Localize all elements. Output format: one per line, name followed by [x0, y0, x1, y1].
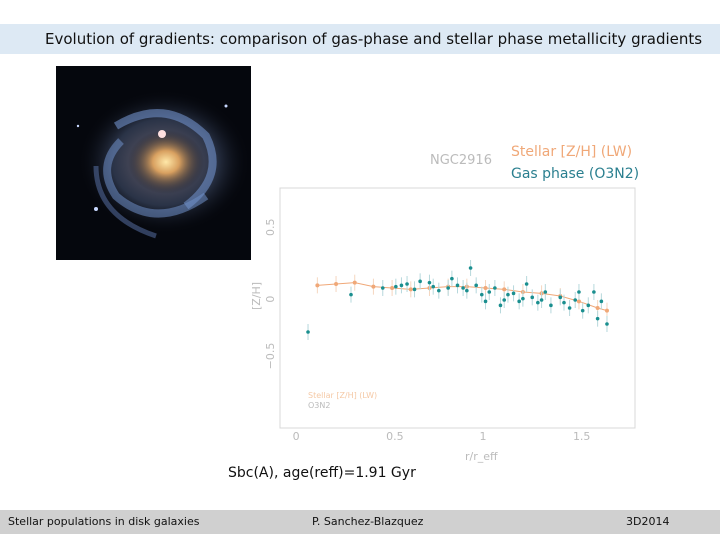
stellar-point	[502, 287, 507, 292]
gas-point	[306, 330, 310, 334]
gas-point	[487, 290, 492, 294]
x-axis-label: r/r_eff	[465, 450, 498, 463]
x-tick-label: 1	[480, 430, 487, 443]
stellar-point	[315, 283, 320, 288]
gas-point	[521, 296, 525, 301]
gas-point	[558, 295, 563, 300]
gas-point	[380, 286, 385, 290]
gas-point	[474, 283, 478, 288]
legend-stellar: Stellar [Z/H] (LW)	[511, 144, 633, 160]
gas-point	[549, 303, 553, 308]
gas-point	[446, 286, 450, 290]
stellar-point	[595, 306, 600, 310]
stellar-point	[576, 299, 581, 304]
inner-legend-stellar: Stellar [Z/H] (LW)	[308, 391, 377, 400]
gas-point	[394, 284, 398, 289]
galaxy-image	[56, 66, 251, 260]
stellar-point	[352, 280, 357, 285]
footer-bar	[0, 510, 720, 534]
y-axis-label: [Z/H]	[250, 282, 263, 310]
stellar-point	[483, 286, 488, 290]
gas-point	[450, 276, 454, 281]
gas-point	[580, 308, 585, 313]
gas-point	[595, 316, 600, 321]
footer-center: P. Sanchez-Blazquez	[312, 515, 424, 528]
gas-point	[577, 290, 581, 294]
stellar-point	[408, 287, 413, 292]
gas-point	[468, 266, 473, 270]
gas-point	[437, 288, 441, 293]
metallicity-gradient-plot: NGC2916 r/r_eff [Z/H] Stellar [Z/H] (LW)…	[240, 140, 640, 480]
title-bar	[0, 24, 720, 54]
gas-point	[455, 283, 460, 288]
gas-point	[567, 306, 572, 310]
stellar-point	[604, 308, 609, 313]
y-tick-label: 0.5	[264, 219, 277, 237]
gas-point	[418, 279, 422, 284]
gas-point	[405, 282, 409, 286]
gas-point	[586, 303, 591, 308]
gas-point	[536, 300, 540, 305]
stellar-point	[371, 284, 376, 289]
x-tick-label: 1.5	[573, 430, 591, 443]
gas-point	[573, 298, 578, 302]
gas-point	[498, 303, 503, 308]
gas-point	[599, 299, 604, 304]
gas-point	[431, 284, 436, 289]
plot-frame	[279, 187, 636, 429]
gas-point	[605, 322, 609, 326]
slide-title: Evolution of gradients: comparison of ga…	[45, 30, 703, 48]
gas-point	[543, 290, 548, 294]
inner-legend-gas: O3N2	[308, 401, 330, 410]
gas-point	[562, 300, 566, 305]
gas-point	[506, 292, 510, 297]
gas-point	[539, 298, 544, 302]
gas-point	[479, 292, 484, 297]
gas-point	[483, 299, 488, 304]
gas-point	[465, 288, 469, 293]
gas-point	[412, 287, 417, 292]
y-tick-label: −0.5	[264, 343, 277, 370]
x-tick-label: 0.5	[386, 430, 404, 443]
gas-point	[493, 286, 497, 290]
gas-point	[502, 298, 507, 302]
gas-point	[592, 290, 596, 294]
legend-gas: Gas phase (O3N2)	[511, 166, 640, 182]
gas-point	[530, 295, 535, 300]
footer-left: Stellar populations in disk galaxies	[8, 515, 200, 528]
stellar-point	[334, 282, 339, 286]
gas-point	[461, 286, 465, 290]
chart-title: NGC2916	[430, 153, 492, 168]
gas-point	[517, 299, 521, 304]
footer-right: 3D2014	[626, 515, 670, 528]
gas-point	[524, 282, 529, 286]
stellar-point	[390, 286, 395, 290]
gas-point	[349, 292, 353, 297]
slide-caption: Sbc(A), age(reff)=1.91 Gyr	[228, 465, 416, 481]
gas-point	[399, 283, 404, 288]
y-tick-label: 0	[264, 296, 277, 303]
x-tick-label: 0	[293, 430, 300, 443]
gas-point	[427, 280, 432, 285]
gas-point	[511, 291, 516, 296]
